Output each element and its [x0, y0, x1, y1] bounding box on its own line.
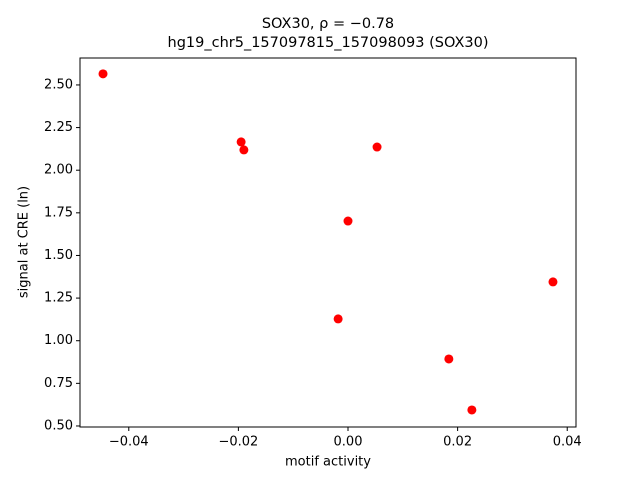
x-axis-label: motif activity — [285, 455, 371, 470]
y-tick-label: 2.25 — [44, 120, 73, 135]
y-tick-label: 1.50 — [44, 248, 73, 263]
y-tick-label: 0.75 — [44, 376, 73, 391]
x-tick-label: 0.02 — [443, 435, 472, 450]
y-tick-label: 1.25 — [44, 291, 73, 306]
chart-subtitle: hg19_chr5_157097815_157098093 (SOX30) — [168, 35, 489, 51]
chart-title: SOX30, ρ = −0.78 — [262, 16, 394, 32]
x-tick-label: −0.04 — [109, 435, 149, 450]
point — [343, 216, 353, 226]
y-tick-label: 1.00 — [44, 333, 73, 348]
point — [98, 69, 108, 79]
x-tick-label: 0.04 — [553, 435, 582, 450]
point — [236, 137, 246, 147]
point — [372, 142, 382, 152]
plot-frame — [79, 57, 577, 428]
y-tick-label: 1.75 — [44, 205, 73, 220]
x-tick-label: 0.00 — [334, 435, 363, 450]
point — [467, 405, 477, 415]
y-tick-label: 0.50 — [44, 418, 73, 433]
y-tick-label: 2.50 — [44, 77, 73, 92]
point — [548, 277, 558, 287]
y-tick-label: 2.00 — [44, 163, 73, 178]
point — [239, 145, 249, 155]
x-tick-label: −0.02 — [218, 435, 258, 450]
y-axis-label: signal at CRE (ln) — [17, 186, 32, 298]
point — [333, 314, 343, 324]
point — [444, 354, 454, 364]
